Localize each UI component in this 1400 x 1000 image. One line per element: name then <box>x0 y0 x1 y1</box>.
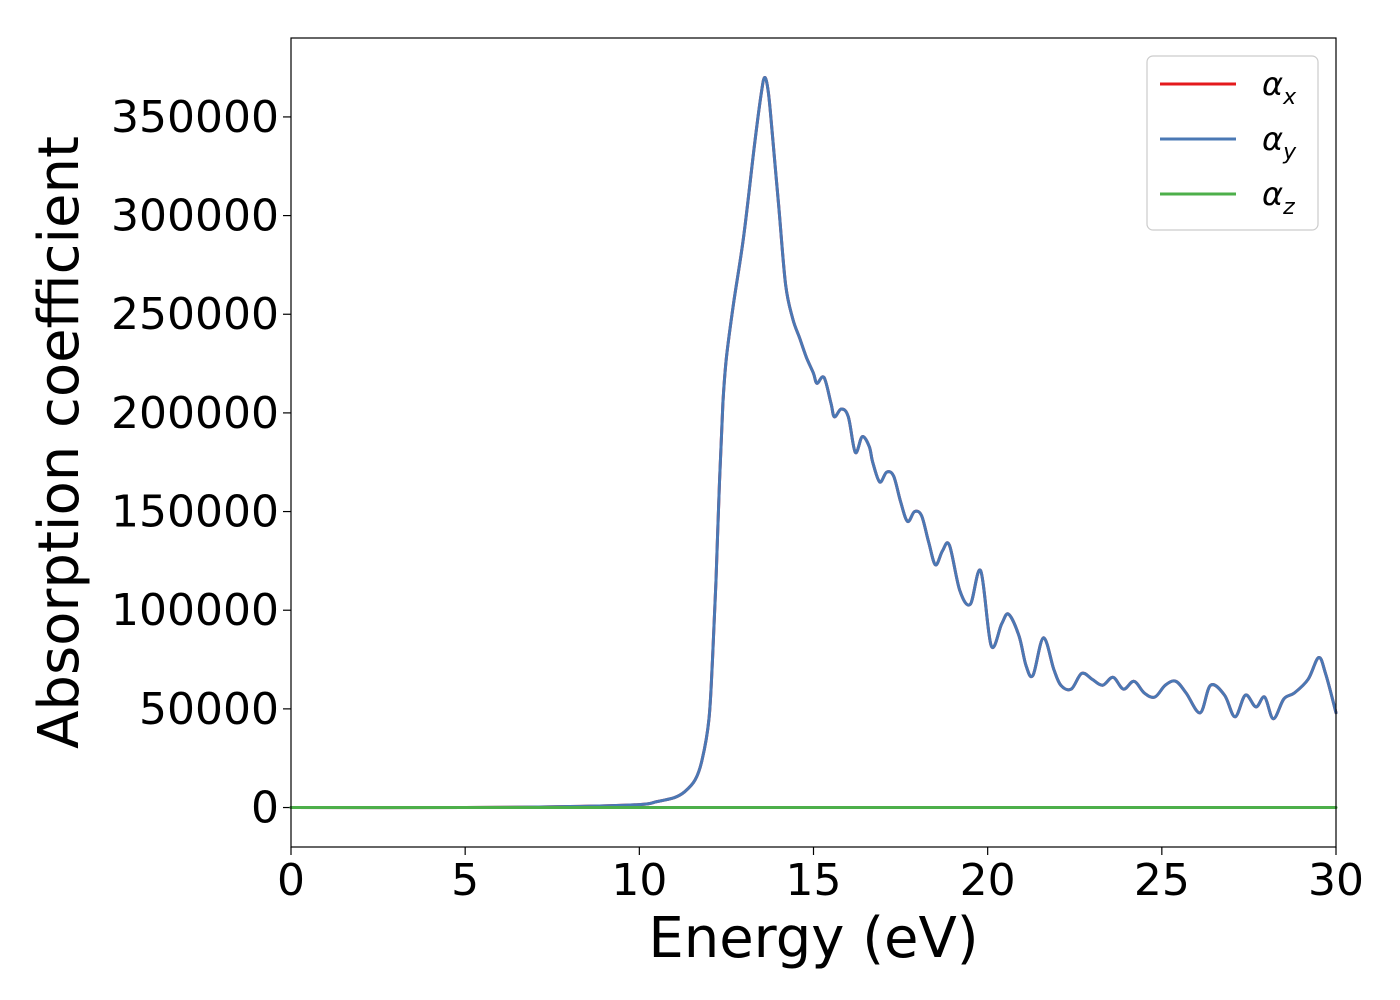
x-tick-label: 20 <box>960 855 1016 906</box>
plot-frame <box>290 37 1337 848</box>
legend-symbol: α <box>1262 175 1283 213</box>
x-tick-label: 30 <box>1308 855 1364 906</box>
y-tick-label: 100000 <box>111 585 279 636</box>
x-tick-label: 15 <box>786 855 842 906</box>
y-tick-label: 250000 <box>111 289 279 340</box>
y-axis-title: Absorption coefficient <box>27 136 92 749</box>
legend-subscript: y <box>1282 140 1297 165</box>
y-tick-label: 0 <box>251 783 279 834</box>
x-axis-ticks: 0 5 10 15 20 25 30 <box>277 847 1364 906</box>
series-layer <box>289 76 1338 810</box>
legend-symbol: α <box>1262 120 1283 158</box>
y-tick-label: 200000 <box>111 388 279 439</box>
x-axis-title: Energy (eV) <box>648 906 978 971</box>
y-axis-ticks: 0 50000 100000 150000 200000 250000 300000 3500… <box>111 92 291 834</box>
legend-box <box>1146 55 1319 231</box>
legend-label-y: αy <box>1262 120 1297 165</box>
x-tick-label: 10 <box>611 855 667 906</box>
legend-label-x: αx <box>1262 65 1297 110</box>
legend-subscript: x <box>1282 85 1297 110</box>
y-tick-label: 350000 <box>111 92 279 143</box>
x-tick-label: 5 <box>451 855 479 906</box>
y-tick-label: 50000 <box>139 684 279 735</box>
legend-symbol: α <box>1262 65 1283 103</box>
legend-label-z: αz <box>1262 175 1295 220</box>
y-tick-label: 300000 <box>111 191 279 242</box>
legend-subscript: z <box>1282 195 1295 220</box>
series-line-y <box>289 76 1338 810</box>
y-tick-label: 150000 <box>111 487 279 538</box>
x-tick-label: 0 <box>277 855 305 906</box>
x-tick-label: 25 <box>1134 855 1190 906</box>
